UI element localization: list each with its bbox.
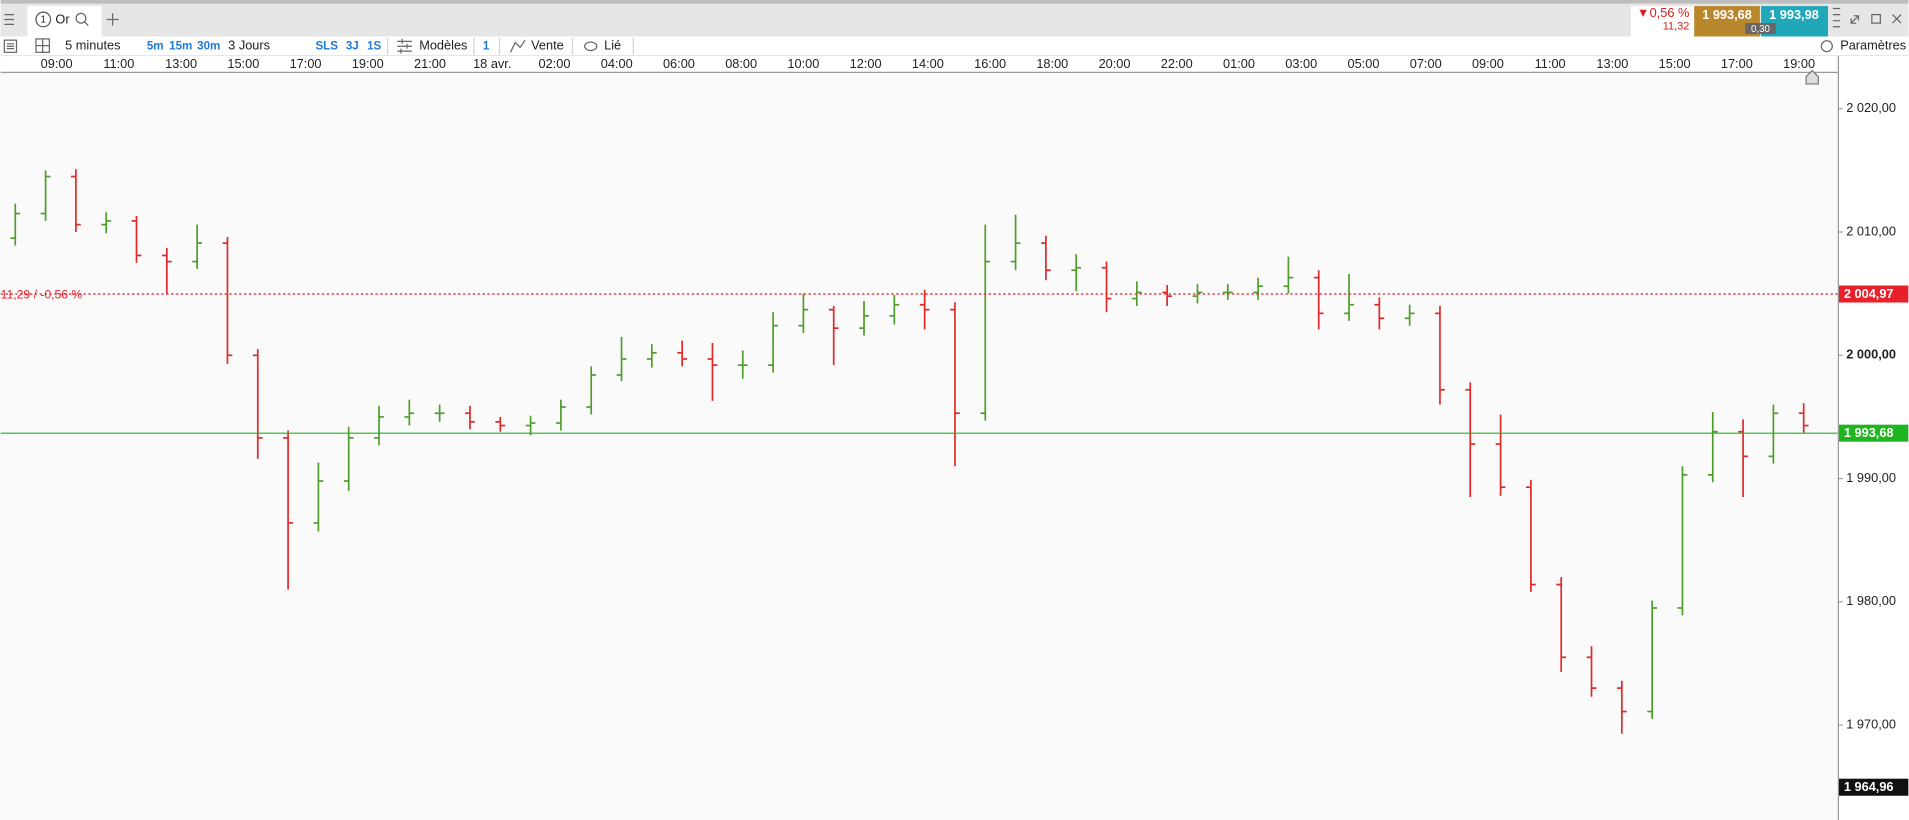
tab-number: 1 — [41, 15, 46, 26]
scroll-home-button[interactable] — [1805, 69, 1819, 85]
x-tick-label: 16:00 — [974, 56, 1006, 71]
trade-button[interactable]: Vente — [531, 38, 564, 53]
down-arrow — [1639, 9, 1647, 18]
link-number[interactable]: 1 — [483, 40, 490, 52]
templates-icon — [397, 38, 412, 54]
menu-button[interactable] — [4, 13, 15, 25]
price-label: 1 993,68 — [1844, 425, 1894, 440]
tab[interactable] — [27, 6, 102, 37]
x-tick-label: 19:00 — [1783, 56, 1815, 71]
add-tab-button[interactable] — [106, 13, 119, 26]
x-tick-label: 19:00 — [352, 56, 384, 71]
x-tick-label: 17:00 — [290, 56, 322, 71]
ask-price: 1 993,98 — [1769, 7, 1819, 22]
link-button[interactable]: Lié — [604, 38, 621, 53]
interval-button[interactable]: 5m — [147, 40, 164, 52]
link-icon — [584, 41, 598, 52]
search-button[interactable] — [75, 12, 89, 26]
tab-badge — [35, 11, 52, 28]
range-button[interactable]: 1S — [367, 40, 381, 52]
x-tick-label: 07:00 — [1410, 56, 1442, 71]
range-select[interactable]: 3 Jours — [228, 38, 270, 53]
range-button[interactable]: 3J — [346, 40, 359, 52]
tab-label: Or — [55, 11, 70, 26]
interval-select[interactable]: 5 minutes — [65, 38, 120, 53]
range-button[interactable]: SLS — [315, 40, 338, 52]
price-line-note: 11,29 / -0,56 % — [1, 287, 83, 301]
y-tick-label: 2 010,00 — [1846, 223, 1896, 238]
price-label: 2 004,97 — [1844, 286, 1894, 301]
templates-button[interactable]: Modèles — [419, 38, 467, 53]
x-tick-label: 03:00 — [1285, 56, 1317, 71]
top-strip — [0, 0, 1909, 4]
y-tick-label: 2 000,00 — [1846, 347, 1896, 362]
spread-box — [1745, 23, 1776, 35]
x-tick-label: 09:00 — [41, 56, 73, 71]
y-tick-label: 1 970,00 — [1846, 716, 1896, 731]
x-tick-label: 17:00 — [1721, 56, 1753, 71]
x-tick-label: 18:00 — [1036, 56, 1068, 71]
price-label-box — [1838, 424, 1909, 442]
x-tick-label: 11:00 — [1535, 56, 1566, 71]
x-tick-label: 18 avr. — [473, 56, 511, 71]
layout-icon[interactable] — [35, 38, 50, 53]
window-controls[interactable] — [1832, 7, 1902, 28]
x-tick-label: 01:00 — [1223, 56, 1255, 71]
x-tick-label: 11:00 — [103, 56, 134, 71]
x-tick-label: 13:00 — [165, 56, 197, 71]
price-label-box — [1838, 778, 1909, 796]
x-tick-label: 20:00 — [1099, 56, 1131, 71]
time-axis — [0, 55, 1838, 73]
x-tick-label: 08:00 — [725, 56, 757, 71]
price-label-box — [1838, 285, 1909, 303]
price-label: 1 964,96 — [1844, 779, 1894, 794]
x-tick-label: 04:00 — [601, 56, 633, 71]
interval-button[interactable]: 15m — [169, 40, 192, 52]
x-tick-label: 12:00 — [850, 56, 882, 71]
x-tick-label: 22:00 — [1161, 56, 1193, 71]
x-tick-label: 21:00 — [414, 56, 446, 71]
y-tick-label: 1 990,00 — [1846, 470, 1896, 485]
bid-price: 1 993,68 — [1702, 7, 1752, 22]
x-tick-label: 15:00 — [1659, 56, 1691, 71]
trade-icon — [509, 39, 526, 53]
interval-button[interactable]: 30m — [197, 40, 220, 52]
x-tick-label: 10:00 — [787, 56, 819, 71]
x-tick-label: 02:00 — [538, 56, 570, 71]
toolbar — [0, 36, 1909, 56]
spread: 0,30 — [1751, 24, 1771, 35]
plot — [10, 169, 1809, 734]
x-tick-label: 06:00 — [663, 56, 695, 71]
y-tick-label: 2 020,00 — [1846, 100, 1896, 115]
x-tick-label: 13:00 — [1596, 56, 1628, 71]
change-abs: 11,32 — [1663, 21, 1690, 33]
change-pct: 0,56 % — [1650, 5, 1690, 20]
top-bar — [0, 0, 1909, 37]
settings-button[interactable]: Paramètres — [1840, 38, 1906, 53]
x-tick-label: 09:00 — [1472, 56, 1504, 71]
list-icon[interactable] — [3, 39, 18, 53]
x-tick-label: 15:00 — [227, 56, 259, 71]
x-tick-label: 14:00 — [912, 56, 944, 71]
x-tick-label: 05:00 — [1347, 56, 1379, 71]
y-tick-label: 1 980,00 — [1846, 593, 1896, 608]
settings-icon — [1820, 40, 1833, 53]
